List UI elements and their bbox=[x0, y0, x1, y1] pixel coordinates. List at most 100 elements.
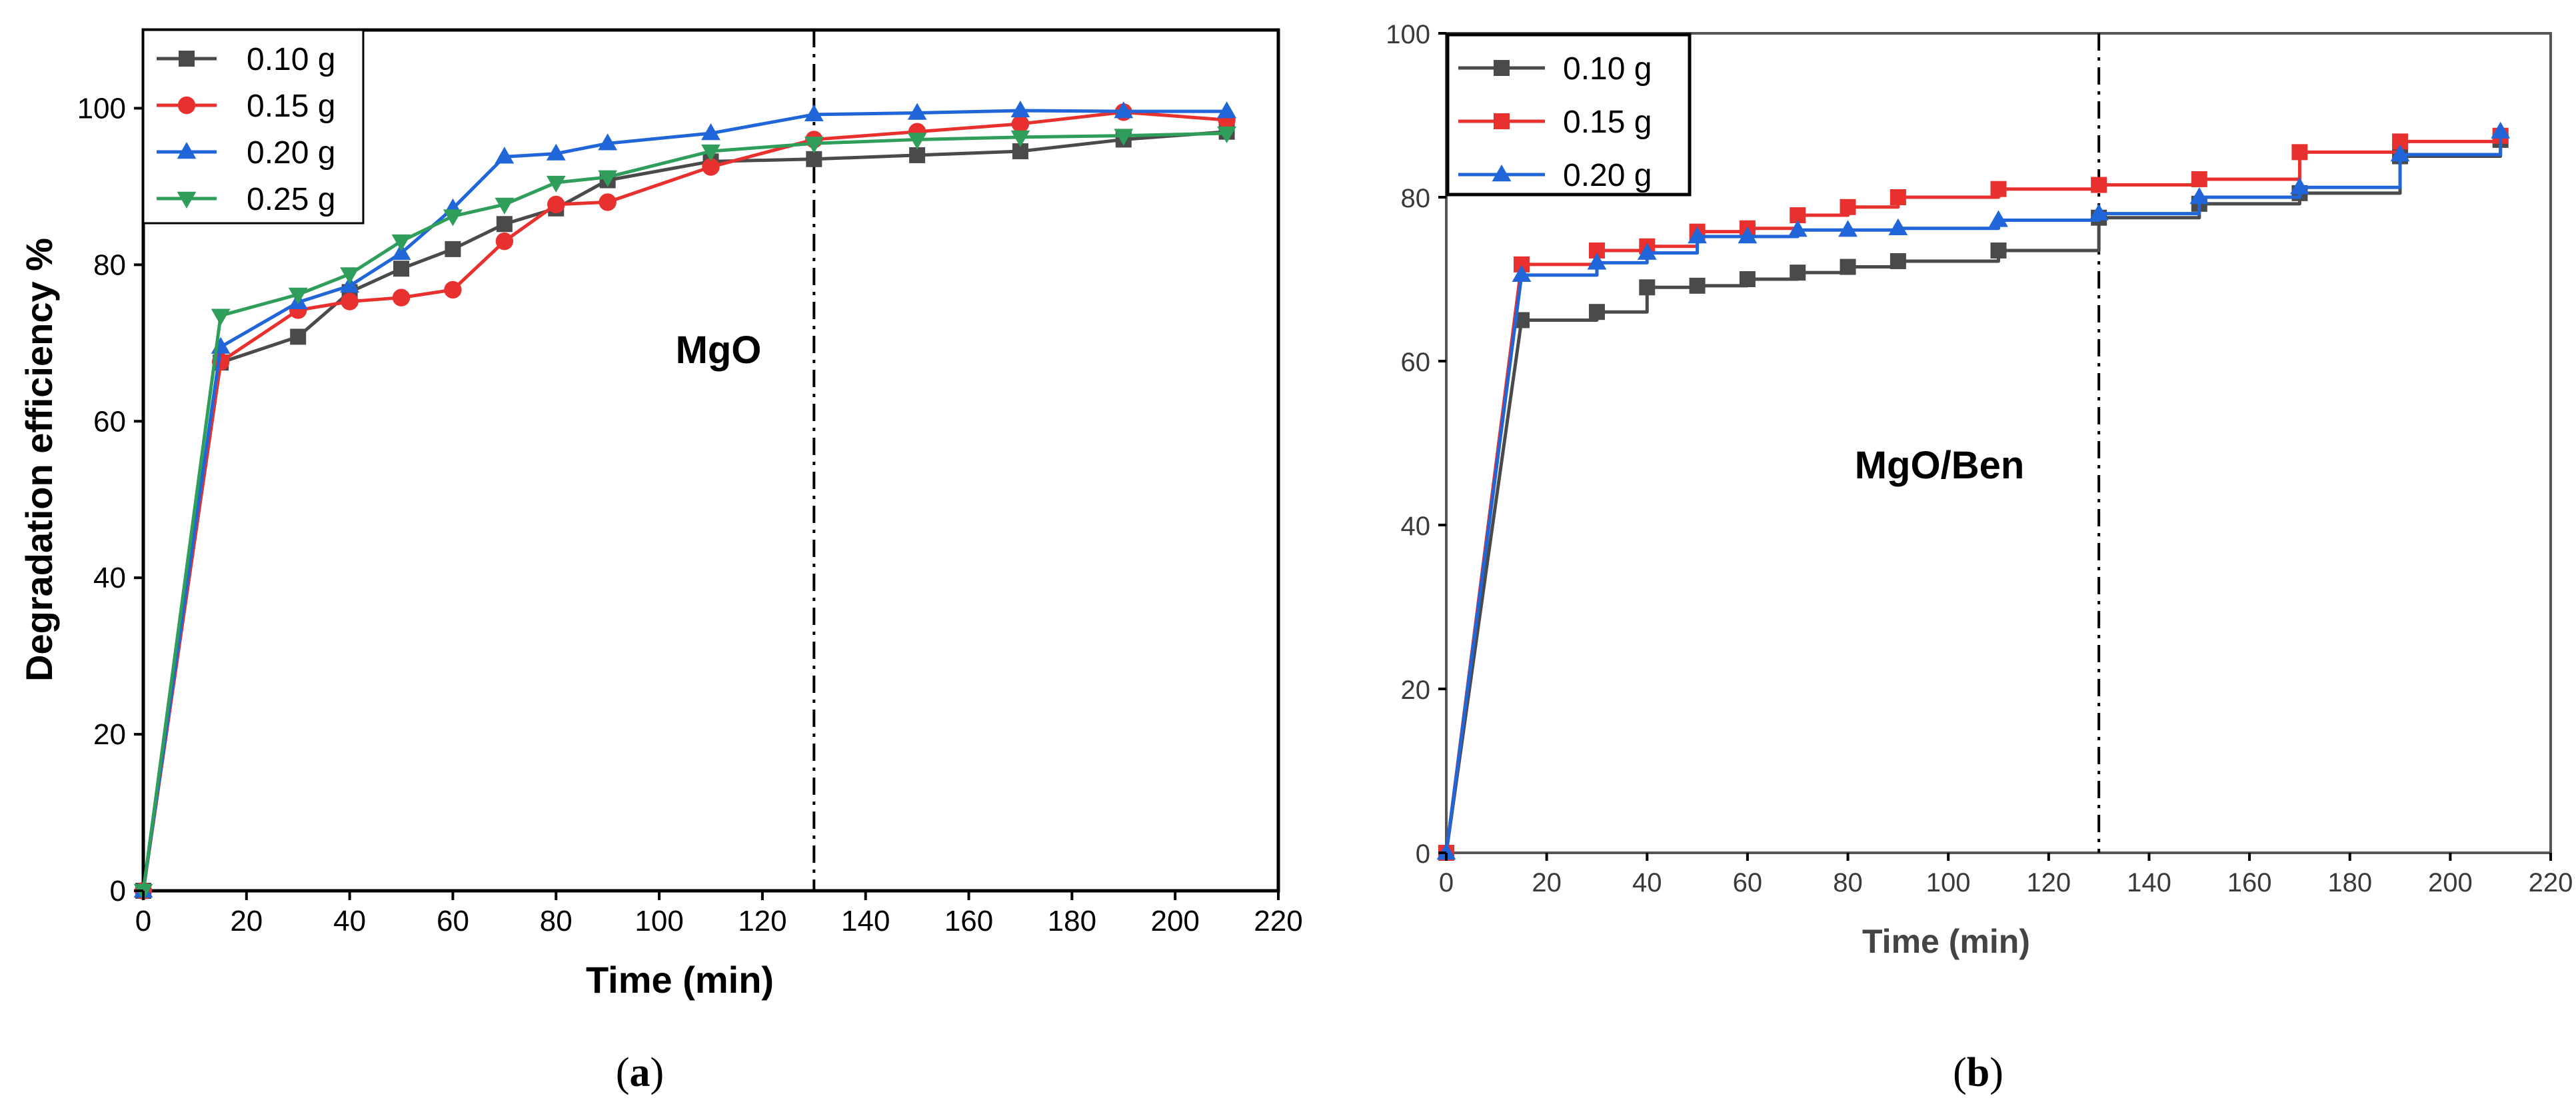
data-point bbox=[1637, 243, 1657, 260]
data-point bbox=[1890, 189, 1906, 205]
x-tick-label: 220 bbox=[1254, 905, 1302, 937]
x-tick-label: 200 bbox=[1150, 905, 1199, 937]
data-point bbox=[598, 170, 618, 187]
legend-marker bbox=[1494, 60, 1510, 76]
data-point bbox=[290, 328, 307, 345]
data-point bbox=[546, 143, 566, 161]
data-point bbox=[1010, 130, 1030, 147]
data-point bbox=[2291, 144, 2308, 161]
data-point bbox=[599, 193, 617, 211]
data-point bbox=[1688, 227, 1707, 244]
data-point bbox=[1990, 181, 2007, 197]
data-point bbox=[909, 147, 926, 163]
x-tick-label: 220 bbox=[2529, 868, 2573, 897]
data-point bbox=[2091, 177, 2107, 193]
series-line bbox=[141, 130, 1227, 891]
panel-b-legend: 0.10 g 0.15 g 0.20 g bbox=[1446, 33, 1692, 197]
series-0-25-g bbox=[133, 126, 1236, 901]
x-tick-label: 60 bbox=[1733, 868, 1763, 897]
data-point bbox=[391, 234, 411, 252]
series-0-10-g bbox=[135, 123, 1235, 899]
data-point bbox=[495, 232, 514, 251]
panel-a-caption: (a) bbox=[616, 1050, 664, 1095]
data-point bbox=[1588, 304, 1605, 320]
legend-marker bbox=[1492, 165, 1512, 182]
data-point bbox=[2189, 187, 2209, 205]
x-tick-label: 200 bbox=[2428, 868, 2473, 897]
data-point bbox=[1639, 279, 1656, 296]
legend-label: 0.10 g bbox=[247, 42, 335, 77]
series-line bbox=[141, 110, 1227, 891]
data-point bbox=[702, 158, 720, 176]
data-point bbox=[2191, 171, 2207, 187]
x-tick-label: 160 bbox=[2227, 868, 2272, 897]
series-line bbox=[141, 131, 1227, 891]
legend-marker bbox=[177, 96, 196, 115]
data-point bbox=[1512, 265, 1532, 282]
series-0-20-g bbox=[1436, 121, 2511, 860]
panel-b-legend-box bbox=[1446, 33, 1692, 197]
panel-b-x-axis-label: Time (min) bbox=[1862, 923, 2030, 960]
data-point bbox=[1689, 277, 1706, 294]
legend-label: 0.20 g bbox=[1563, 158, 1652, 193]
data-point bbox=[288, 287, 308, 304]
x-tick-label: 0 bbox=[1439, 868, 1454, 897]
panel-a-plot-frame bbox=[141, 28, 1280, 893]
y-tick-label: 20 bbox=[1401, 676, 1431, 705]
legend-label: 0.15 g bbox=[247, 89, 335, 124]
data-point bbox=[547, 195, 565, 214]
panel-b-plot-frame bbox=[1445, 32, 2552, 854]
legend-marker bbox=[179, 51, 195, 67]
panel-a-annotation: MgO bbox=[676, 328, 762, 372]
data-point bbox=[495, 147, 515, 164]
x-tick-label: 60 bbox=[437, 905, 469, 937]
x-tick-label: 40 bbox=[1632, 868, 1662, 897]
y-tick-label: 100 bbox=[77, 92, 126, 125]
y-tick-label: 100 bbox=[1386, 20, 1430, 49]
data-point bbox=[1114, 129, 1134, 146]
data-point bbox=[701, 144, 720, 162]
data-point bbox=[804, 137, 824, 154]
panel-b-caption-letter: b bbox=[1967, 1050, 1989, 1095]
data-point bbox=[393, 261, 410, 277]
y-tick-label: 0 bbox=[1416, 839, 1430, 869]
y-tick-label: 80 bbox=[93, 249, 126, 281]
x-tick-label: 140 bbox=[2127, 868, 2171, 897]
data-point bbox=[2290, 177, 2309, 195]
y-tick-label: 60 bbox=[1401, 348, 1431, 377]
x-tick-label: 20 bbox=[230, 905, 263, 937]
legend-marker bbox=[177, 142, 197, 159]
data-point bbox=[907, 133, 927, 150]
data-point bbox=[1790, 265, 1806, 281]
legend-marker bbox=[177, 191, 197, 209]
data-point bbox=[340, 276, 360, 293]
data-point bbox=[1788, 220, 1808, 237]
panel-a-y-axis-label: Degradation efficiency % bbox=[18, 238, 60, 682]
data-point bbox=[340, 267, 360, 284]
data-point bbox=[1011, 115, 1030, 133]
y-tick-label: 60 bbox=[93, 405, 126, 438]
panel-a-x-axis-label: Time (min) bbox=[586, 959, 774, 1001]
series-line bbox=[1444, 131, 2503, 853]
series-line bbox=[141, 109, 1227, 891]
data-point bbox=[1217, 126, 1236, 144]
x-tick-label: 100 bbox=[1926, 868, 1971, 897]
data-point bbox=[211, 336, 231, 354]
data-point bbox=[211, 308, 231, 326]
data-point bbox=[341, 292, 359, 310]
x-tick-label: 120 bbox=[738, 905, 786, 937]
data-point bbox=[1739, 271, 1756, 287]
data-point bbox=[391, 243, 411, 260]
data-point bbox=[1838, 220, 1858, 237]
y-tick-label: 40 bbox=[93, 562, 126, 594]
x-tick-label: 100 bbox=[635, 905, 683, 937]
y-tick-label: 80 bbox=[1401, 184, 1431, 213]
series-0-15-g bbox=[1438, 127, 2509, 861]
panel-a-legend: 0.10 g 0.15 g 0.20 g 0.25 g bbox=[142, 29, 365, 225]
data-point bbox=[392, 288, 411, 306]
data-point bbox=[1436, 843, 1456, 860]
data-point bbox=[444, 280, 462, 299]
data-point bbox=[495, 197, 515, 215]
panel-b-caption: (b) bbox=[1953, 1050, 2003, 1095]
